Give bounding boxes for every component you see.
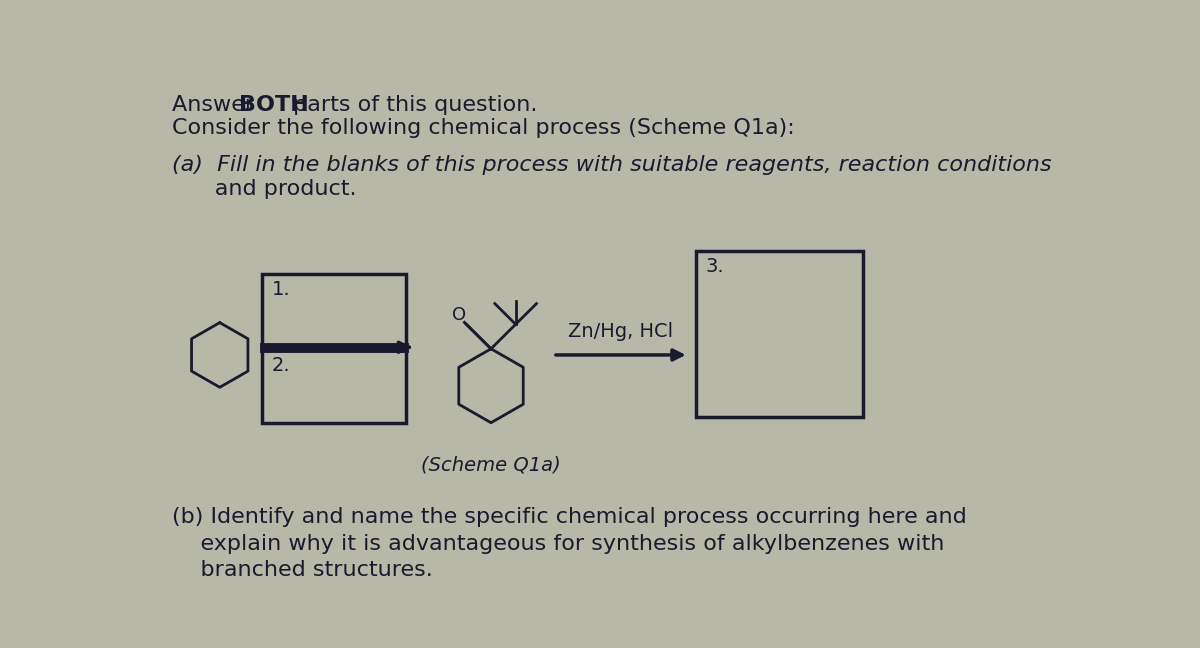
Text: (Scheme Q1a): (Scheme Q1a) — [421, 455, 560, 474]
Text: explain why it is advantageous for synthesis of alkylbenzenes with: explain why it is advantageous for synth… — [172, 533, 944, 553]
Text: 2.: 2. — [271, 356, 290, 375]
Text: and product.: and product. — [172, 179, 356, 200]
Text: Consider the following chemical process (Scheme Q1a):: Consider the following chemical process … — [172, 118, 794, 138]
Text: (a)  Fill in the blanks of this process with suitable reagents, reaction conditi: (a) Fill in the blanks of this process w… — [172, 155, 1051, 175]
Text: 1.: 1. — [271, 281, 290, 299]
Bar — [696, 251, 863, 417]
Text: 3.: 3. — [706, 257, 725, 276]
Bar — [263, 349, 406, 422]
Text: O: O — [451, 306, 466, 324]
Text: branched structures.: branched structures. — [172, 560, 432, 580]
Text: BOTH: BOTH — [239, 95, 308, 115]
Text: Zn/Hg, HCl: Zn/Hg, HCl — [569, 322, 673, 341]
Text: (b) Identify and name the specific chemical process occurring here and: (b) Identify and name the specific chemi… — [172, 507, 966, 527]
Text: Answer: Answer — [172, 95, 260, 115]
Bar — [263, 274, 406, 347]
Text: parts of this question.: parts of this question. — [286, 95, 538, 115]
